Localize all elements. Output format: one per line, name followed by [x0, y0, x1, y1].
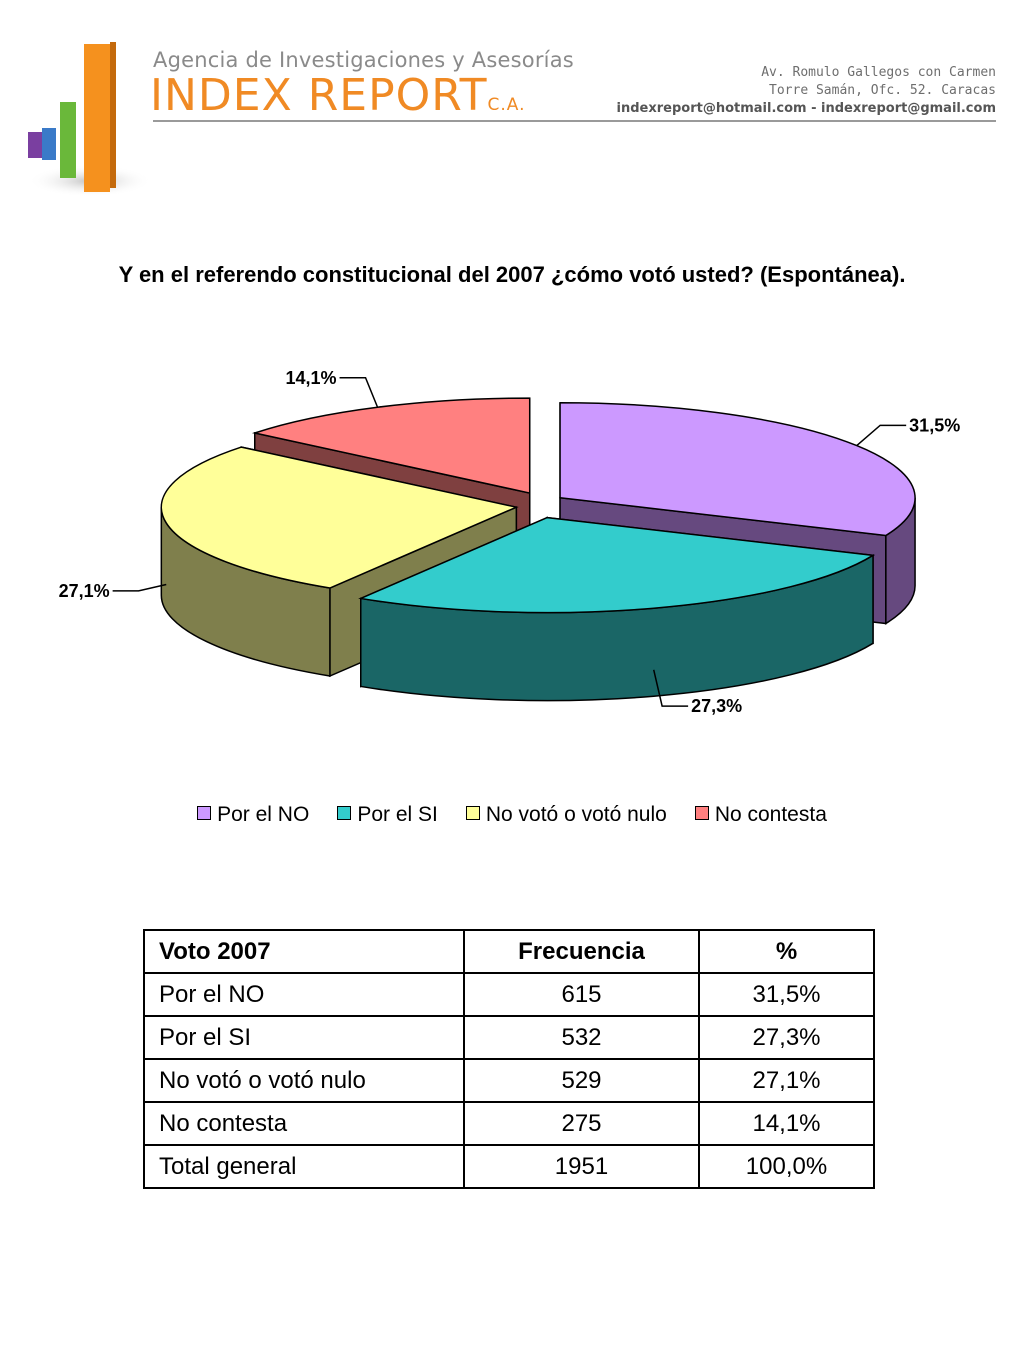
legend-item: No contesta	[694, 803, 827, 827]
brand-name: INDEX REPORTC.A.	[150, 70, 526, 121]
pie-chart: 31,5% 27,3% 27,1% 14,1%	[59, 368, 961, 716]
legend-label: Por el SI	[357, 803, 438, 826]
table-cell: 1951	[463, 1144, 700, 1189]
pie-slice	[160, 446, 519, 589]
legend-label: No contesta	[714, 803, 827, 826]
label-leader-line	[339, 377, 379, 408]
table-cell: No votó o votó nulo	[143, 1058, 465, 1103]
legend-swatch	[337, 806, 352, 820]
label-leader-line	[856, 424, 907, 447]
table-cell: 27,3%	[698, 1015, 875, 1060]
brand-title: INDEX REPORT	[150, 70, 488, 121]
label-leader-line	[652, 669, 689, 707]
legend-swatch	[694, 806, 709, 820]
table-row: Por el NO 615 31,5%	[143, 972, 875, 1017]
slice-data-label: 31,5%	[909, 415, 960, 435]
slice-data-label: 14,1%	[286, 368, 337, 388]
legend-swatch	[197, 806, 212, 820]
table-row: No contesta 275 14,1%	[143, 1101, 875, 1146]
table-cell: Total general	[143, 1144, 465, 1189]
table-cell: 14,1%	[698, 1101, 875, 1146]
table-cell: 100,0%	[698, 1144, 875, 1189]
address-line-1: Av. Romulo Gallegos con Carmen	[761, 65, 996, 80]
legend-item: Por el SI	[337, 803, 438, 827]
column-header: %	[698, 929, 875, 974]
table-row: Total general 1951 100,0%	[143, 1144, 875, 1189]
table-cell: No contesta	[143, 1101, 465, 1146]
address-line-2: Torre Samán, Ofc. 52. Caracas	[769, 83, 996, 98]
contact-block: Av. Romulo Gallegos con Carmen Torre Sam…	[617, 64, 996, 118]
legend-item: No votó o votó nulo	[465, 803, 667, 827]
legend-label: Por el NO	[217, 803, 310, 826]
table-cell: 529	[463, 1058, 700, 1103]
table-cell: 31,5%	[698, 972, 875, 1017]
legend-item: Por el NO	[197, 803, 309, 827]
bar-chart-logo-icon	[28, 42, 152, 197]
table-cell: Por el NO	[143, 972, 465, 1017]
pie-slice	[559, 402, 916, 537]
table-cell: 615	[463, 972, 700, 1017]
column-header: Frecuencia	[463, 929, 700, 974]
table-row: Por el SI 532 27,3%	[143, 1015, 875, 1060]
results-table: Voto 2007 Frecuencia % Por el NO 615 31,…	[143, 929, 875, 1189]
contact-emails: indexreport@hotmail.com - indexreport@gm…	[616, 101, 996, 116]
page-header: Agencia de Investigaciones y Asesorías I…	[0, 0, 1024, 210]
slice-data-label: 27,1%	[59, 581, 110, 601]
slice-data-label: 27,3%	[691, 696, 742, 716]
table-cell: 532	[463, 1015, 700, 1060]
chart-legend: Por el NO Por el SI No votó o votó nulo No …	[0, 803, 1024, 827]
header-divider	[153, 120, 996, 122]
pie-slice	[358, 516, 876, 614]
legend-label: No votó o votó nulo	[485, 803, 667, 826]
pie-slice	[251, 397, 531, 495]
legend-swatch	[465, 806, 480, 820]
table-cell: 275	[463, 1101, 700, 1146]
chart-title: Y en el referendo constitucional del 200…	[118, 262, 906, 287]
table-cell: Por el SI	[143, 1015, 465, 1060]
brand-suffix: C.A.	[487, 95, 526, 115]
table-row: No votó o votó nulo 529 27,1%	[143, 1058, 875, 1103]
table-header-row: Voto 2007 Frecuencia %	[143, 929, 875, 974]
agency-name: Agencia de Investigaciones y Asesorías	[153, 48, 574, 72]
label-leader-line	[112, 583, 167, 592]
table-cell: 27,1%	[698, 1058, 875, 1103]
column-header: Voto 2007	[143, 929, 465, 974]
